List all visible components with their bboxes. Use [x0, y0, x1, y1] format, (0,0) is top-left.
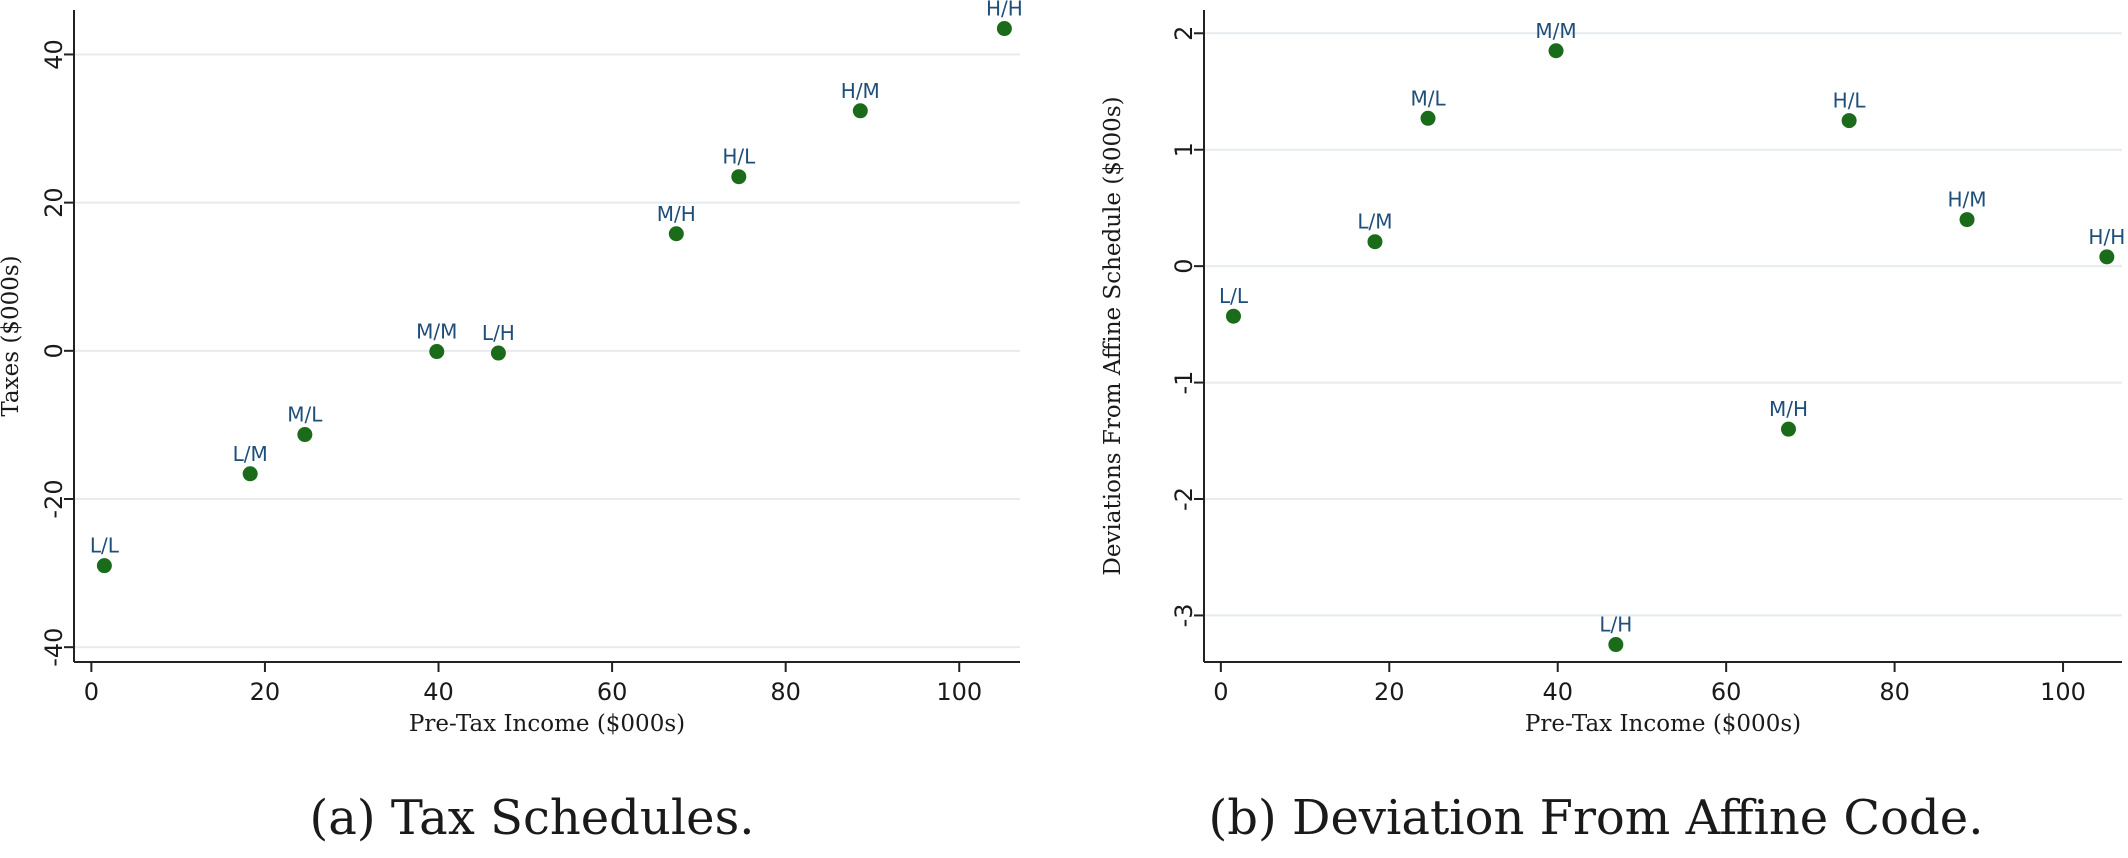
chart-a-point-label: M/H	[657, 202, 696, 226]
chart-a-point-label: M/L	[287, 403, 323, 427]
chart-b-x-tick-label: 60	[1711, 678, 1742, 706]
chart-b-y-axis-title: Deviations From Affine Schedule ($000s)	[1100, 96, 1126, 575]
chart-a-y-tick-label: -20	[40, 479, 68, 518]
chart-a-x-axis-title: Pre-Tax Income ($000s)	[409, 711, 685, 737]
chart-b-point-label: H/H	[2088, 225, 2125, 249]
chart-a-x-tick-label: 80	[770, 678, 801, 706]
chart-a-y-tick-label: 0	[40, 343, 68, 358]
chart-a-point	[429, 344, 445, 360]
chart-b-point	[1841, 113, 1857, 129]
chart-a-y-axis-title: Taxes ($000s)	[0, 255, 24, 416]
chart-b-point	[1959, 212, 1975, 228]
chart-b-point-label: L/H	[1599, 613, 1632, 637]
chart-a-point	[490, 345, 506, 361]
chart-b-x-axis-title: Pre-Tax Income ($000s)	[1525, 711, 1801, 737]
chart-b-point-label: M/L	[1410, 86, 1446, 110]
chart-a-point-label: M/M	[416, 320, 457, 344]
chart-a-point-label: H/M	[841, 79, 880, 103]
chart-b-y-tick-label: -3	[1170, 603, 1198, 627]
chart-b-point-label: H/M	[1948, 188, 1987, 212]
chart-b-point-label: L/M	[1357, 210, 1392, 234]
chart-a-point-label: H/L	[722, 145, 756, 169]
chart-b-x-tick-label: 80	[1879, 678, 1910, 706]
chart-b-y-tick-label: 2	[1170, 26, 1198, 41]
chart-a-point	[731, 169, 747, 185]
chart-b-point	[1225, 308, 1241, 324]
chart-b-point	[1608, 637, 1624, 653]
chart-b-y-tick-label: -1	[1170, 371, 1198, 395]
chart-a-point	[852, 103, 868, 119]
chart-b-x-tick-label: 40	[1542, 678, 1573, 706]
chart-a-point-label: L/L	[90, 534, 120, 558]
chart-a-point	[996, 21, 1012, 37]
chart-a-point	[297, 427, 313, 443]
chart-a-point	[96, 558, 112, 574]
chart-a-x-tick-label: 100	[936, 678, 982, 706]
chart-b-point-label: M/H	[1769, 397, 1808, 421]
chart-a-y-tick-label: 40	[40, 39, 68, 70]
chart-b: 0 20 40 60 80 100 -3 -2 -1 0 1 2 Pre-Tax Income ($00…	[1100, 10, 2125, 737]
chart-b-x-tick-label: 100	[2040, 678, 2086, 706]
chart-b-y-tick-label: 0	[1170, 259, 1198, 274]
chart-b-point	[1367, 234, 1383, 250]
chart-a-x-tick-label: 40	[423, 678, 454, 706]
chart-a-x-tick-label: 60	[597, 678, 628, 706]
chart-a-point	[668, 226, 684, 242]
chart-a-y-tick-label: -40	[40, 628, 68, 667]
chart-b-x-tick-label: 0	[1213, 678, 1228, 706]
chart-a: 0 20 40 60 80 100 -40 -20 0 20 40 Pre-Tax Income ($…	[0, 0, 1023, 737]
chart-b-point	[1420, 110, 1436, 126]
chart-b-point	[1548, 43, 1564, 59]
caption-b: (b) Deviation From Affine Code.	[1208, 790, 1984, 846]
chart-a-point-label: L/M	[233, 442, 268, 466]
chart-a-point	[242, 466, 258, 482]
chart-b-point-label: M/M	[1535, 19, 1576, 43]
chart-a-point-label: L/H	[482, 321, 515, 345]
chart-b-x-tick-label: 20	[1374, 678, 1405, 706]
chart-a-point-label: H/H	[986, 0, 1023, 21]
chart-b-point-label: L/L	[1219, 284, 1249, 308]
chart-a-x-tick-label: 20	[250, 678, 281, 706]
caption-a: (a) Tax Schedules.	[309, 790, 755, 846]
chart-b-point-label: H/L	[1833, 89, 1867, 113]
chart-a-y-tick-label: 20	[40, 187, 68, 218]
chart-a-x-tick-label: 0	[84, 678, 99, 706]
chart-b-point	[2099, 249, 2115, 265]
chart-b-y-tick-label: 1	[1170, 142, 1198, 157]
chart-b-point	[1780, 421, 1796, 437]
chart-b-y-tick-label: -2	[1170, 487, 1198, 511]
